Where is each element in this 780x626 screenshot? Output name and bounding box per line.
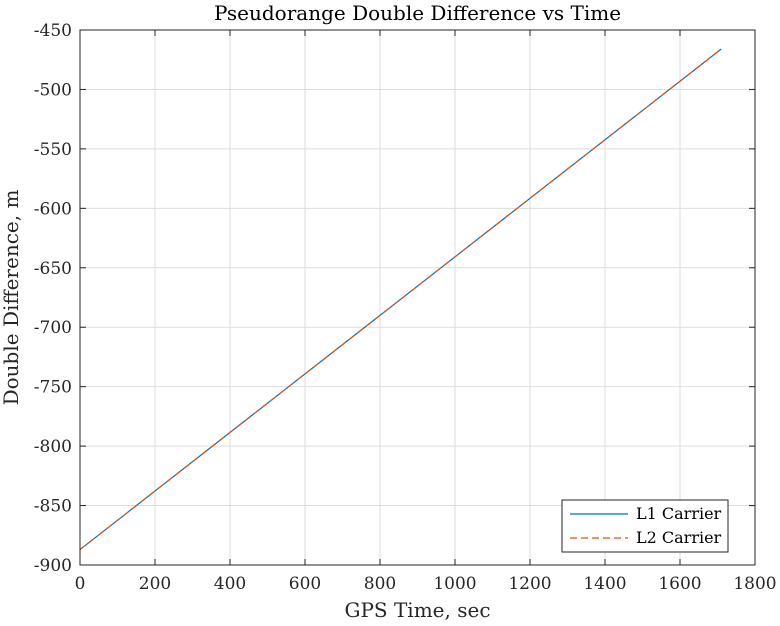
- x-tick-label: 1000: [433, 574, 476, 594]
- x-tick-label: 1600: [658, 574, 701, 594]
- ticks: 0 200 400 600 800 1000 1200 1400 1600 1800 -450 -50…: [34, 21, 777, 594]
- legend-label-l2-carrier: L2 Carrier: [636, 528, 722, 547]
- x-tick-label: 1200: [508, 574, 551, 594]
- x-tick-label: 0: [75, 574, 86, 594]
- series-group: [79, 48, 722, 551]
- y-tick-label: -900: [34, 556, 72, 576]
- legend-box: [561, 499, 729, 553]
- legend-label-l1-carrier: L1 Carrier: [636, 504, 722, 523]
- y-tick-label: -550: [34, 140, 72, 160]
- y-tick-label: -800: [34, 437, 72, 457]
- y-axis-title: Double Difference, m: [0, 190, 23, 406]
- x-tick-label: 1800: [733, 574, 776, 594]
- x-tick-label: 600: [289, 574, 321, 594]
- chart-title: Pseudorange Double Difference vs Time: [214, 1, 621, 25]
- x-tick-label: 1400: [583, 574, 626, 594]
- plot-frame: [79, 29, 756, 566]
- y-tick-label: -600: [34, 199, 72, 219]
- x-tick-label: 400: [214, 574, 246, 594]
- y-tick-label: -450: [34, 21, 72, 41]
- x-tick-label: 800: [364, 574, 396, 594]
- y-tick-label: -700: [34, 318, 72, 338]
- y-tick-label: -650: [34, 259, 72, 279]
- series-line-l2-carrier: [79, 48, 722, 551]
- y-tick-label: -850: [34, 497, 72, 517]
- x-axis-title: GPS Time, sec: [344, 598, 490, 622]
- y-tick-label: -750: [34, 378, 72, 398]
- y-tick-label: -500: [34, 80, 72, 100]
- x-tick-label: 200: [139, 574, 171, 594]
- legend: L1 Carrier L2 Carrier: [561, 499, 729, 553]
